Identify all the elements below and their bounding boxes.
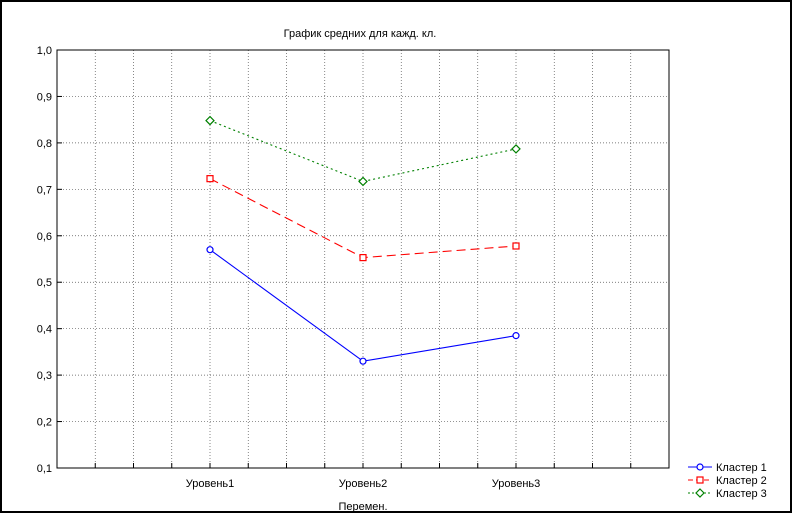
legend-label: Кластер 3 <box>716 488 767 500</box>
x-tick-label: Уровень1 <box>186 478 235 490</box>
chart-title: График средних для кажд. кл. <box>284 28 437 40</box>
y-tick-label: 0,2 <box>37 417 52 429</box>
data-point <box>359 254 367 262</box>
y-tick-label: 0,5 <box>37 277 52 289</box>
legend-item: Кластер 1 <box>688 462 767 474</box>
data-point <box>206 246 214 254</box>
data-point <box>205 115 215 126</box>
legend-item: Кластер 2 <box>688 475 767 487</box>
data-point <box>512 242 520 250</box>
series-2 <box>206 175 520 262</box>
y-tick-label: 0,9 <box>37 91 52 103</box>
x-axis-label: Перемен. <box>338 501 387 513</box>
y-tick-label: 0,6 <box>37 231 52 243</box>
data-point <box>512 332 520 340</box>
series-line <box>209 120 517 183</box>
series-group <box>205 115 521 365</box>
x-tick-label: Уровень3 <box>492 478 541 490</box>
legend-label: Кластер 2 <box>716 475 767 487</box>
data-point <box>511 144 521 154</box>
y-tick-label: 0,7 <box>37 184 52 196</box>
legend-marker <box>695 488 705 498</box>
legend-label: Кластер 1 <box>716 462 767 474</box>
legend-item: Кластер 3 <box>688 488 767 500</box>
legend-marker <box>696 463 704 471</box>
series-1 <box>206 246 520 365</box>
axes: 0,1 0,2 0,3 0,4 0,5 0,6 0,7 0,8 0,9 1,0 Уровень1 Ур… <box>37 45 632 490</box>
y-tick-label: 0,8 <box>37 138 52 150</box>
x-tick-label: Уровень2 <box>339 478 388 490</box>
y-tick-label: 0,1 <box>37 463 52 475</box>
data-point <box>358 176 368 187</box>
y-tick-label: 1,0 <box>37 45 52 57</box>
data-point <box>206 175 214 183</box>
y-tick-label: 0,3 <box>37 370 52 382</box>
legend-marker <box>696 476 704 484</box>
y-tick-label: 0,4 <box>37 324 52 336</box>
data-point <box>359 357 367 365</box>
series-3 <box>205 115 521 187</box>
